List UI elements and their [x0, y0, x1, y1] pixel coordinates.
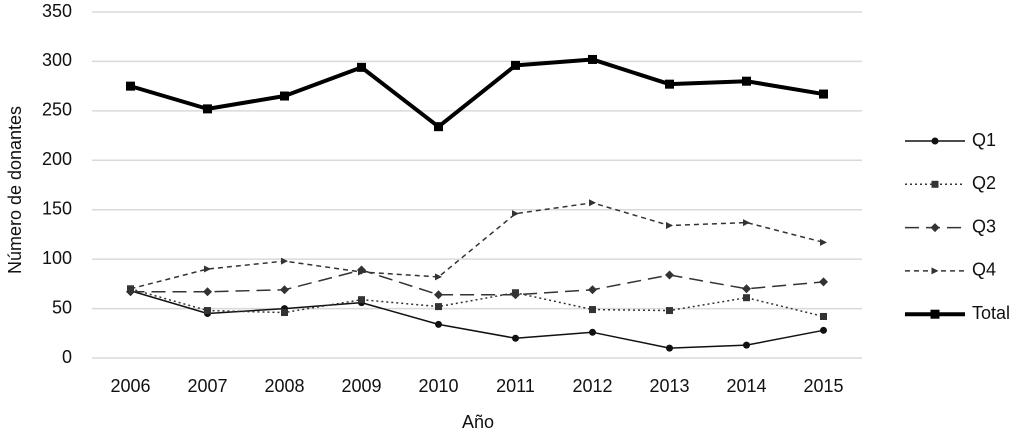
x-axis-title: Año: [462, 412, 494, 432]
marker: [589, 328, 596, 336]
marker: [204, 265, 211, 273]
x-tick-label: 2006: [110, 376, 150, 396]
x-tick-label: 2015: [803, 376, 843, 396]
marker: [666, 307, 673, 315]
y-tick-label: 0: [62, 347, 72, 367]
marker: [435, 320, 442, 328]
legend-label: Q4: [972, 260, 996, 280]
marker: [819, 89, 828, 99]
series-line: [129, 57, 824, 129]
marker: [281, 257, 288, 265]
marker: [820, 326, 827, 334]
marker: [743, 341, 750, 349]
y-tick-label: 150: [42, 198, 72, 218]
marker: [589, 306, 596, 314]
marker: [127, 285, 134, 293]
marker: [930, 309, 940, 319]
x-tick-label: 2008: [264, 376, 304, 396]
x-tick-label: 2013: [649, 376, 689, 396]
marker: [512, 210, 519, 218]
marker: [820, 238, 827, 246]
marker: [931, 180, 939, 188]
legend-label: Q2: [972, 173, 996, 193]
y-tick-label: 100: [42, 248, 72, 268]
legend-label: Q1: [972, 130, 996, 150]
marker: [930, 223, 940, 233]
marker: [204, 307, 211, 315]
marker: [511, 290, 520, 300]
y-tick-label: 250: [42, 100, 72, 120]
marker: [434, 290, 443, 300]
marker: [742, 284, 751, 294]
marker: [666, 222, 673, 230]
y-tick-label: 50: [52, 297, 72, 317]
marker: [203, 104, 212, 114]
series-line: [130, 288, 824, 318]
marker: [820, 312, 827, 320]
marker: [434, 122, 443, 132]
marker: [435, 303, 442, 311]
marker: [358, 296, 365, 304]
series-line: [130, 202, 824, 290]
marker: [512, 334, 519, 342]
x-tick-label: 2007: [187, 376, 227, 396]
marker: [126, 81, 135, 91]
marker: [665, 270, 674, 280]
marker: [931, 267, 939, 275]
y-axis-title: Número de donantes: [5, 106, 25, 274]
series-line: [130, 269, 824, 296]
marker: [743, 219, 750, 227]
y-tick-label: 200: [42, 149, 72, 169]
marker: [203, 287, 212, 297]
marker: [931, 137, 939, 145]
marker: [357, 62, 366, 72]
marker: [281, 309, 288, 317]
marker: [743, 294, 750, 302]
marker: [511, 60, 520, 70]
x-tick-label: 2010: [418, 376, 458, 396]
marker: [588, 54, 597, 64]
y-tick-label: 350: [42, 1, 72, 21]
x-tick-label: 2009: [341, 376, 381, 396]
marker: [280, 91, 289, 101]
marker: [665, 79, 674, 89]
marker: [666, 344, 673, 352]
marker: [435, 273, 442, 281]
x-tick-label: 2012: [572, 376, 612, 396]
y-tick-label: 300: [42, 50, 72, 70]
legend-label: Q3: [972, 216, 996, 236]
marker: [280, 285, 289, 295]
legend-label: Total: [972, 303, 1010, 323]
x-tick-label: 2011: [496, 376, 535, 396]
series-line: [130, 290, 824, 349]
marker: [358, 268, 365, 276]
marker: [742, 76, 751, 86]
marker: [589, 199, 596, 207]
marker: [819, 277, 828, 287]
marker: [588, 285, 597, 295]
x-tick-label: 2014: [726, 376, 766, 396]
